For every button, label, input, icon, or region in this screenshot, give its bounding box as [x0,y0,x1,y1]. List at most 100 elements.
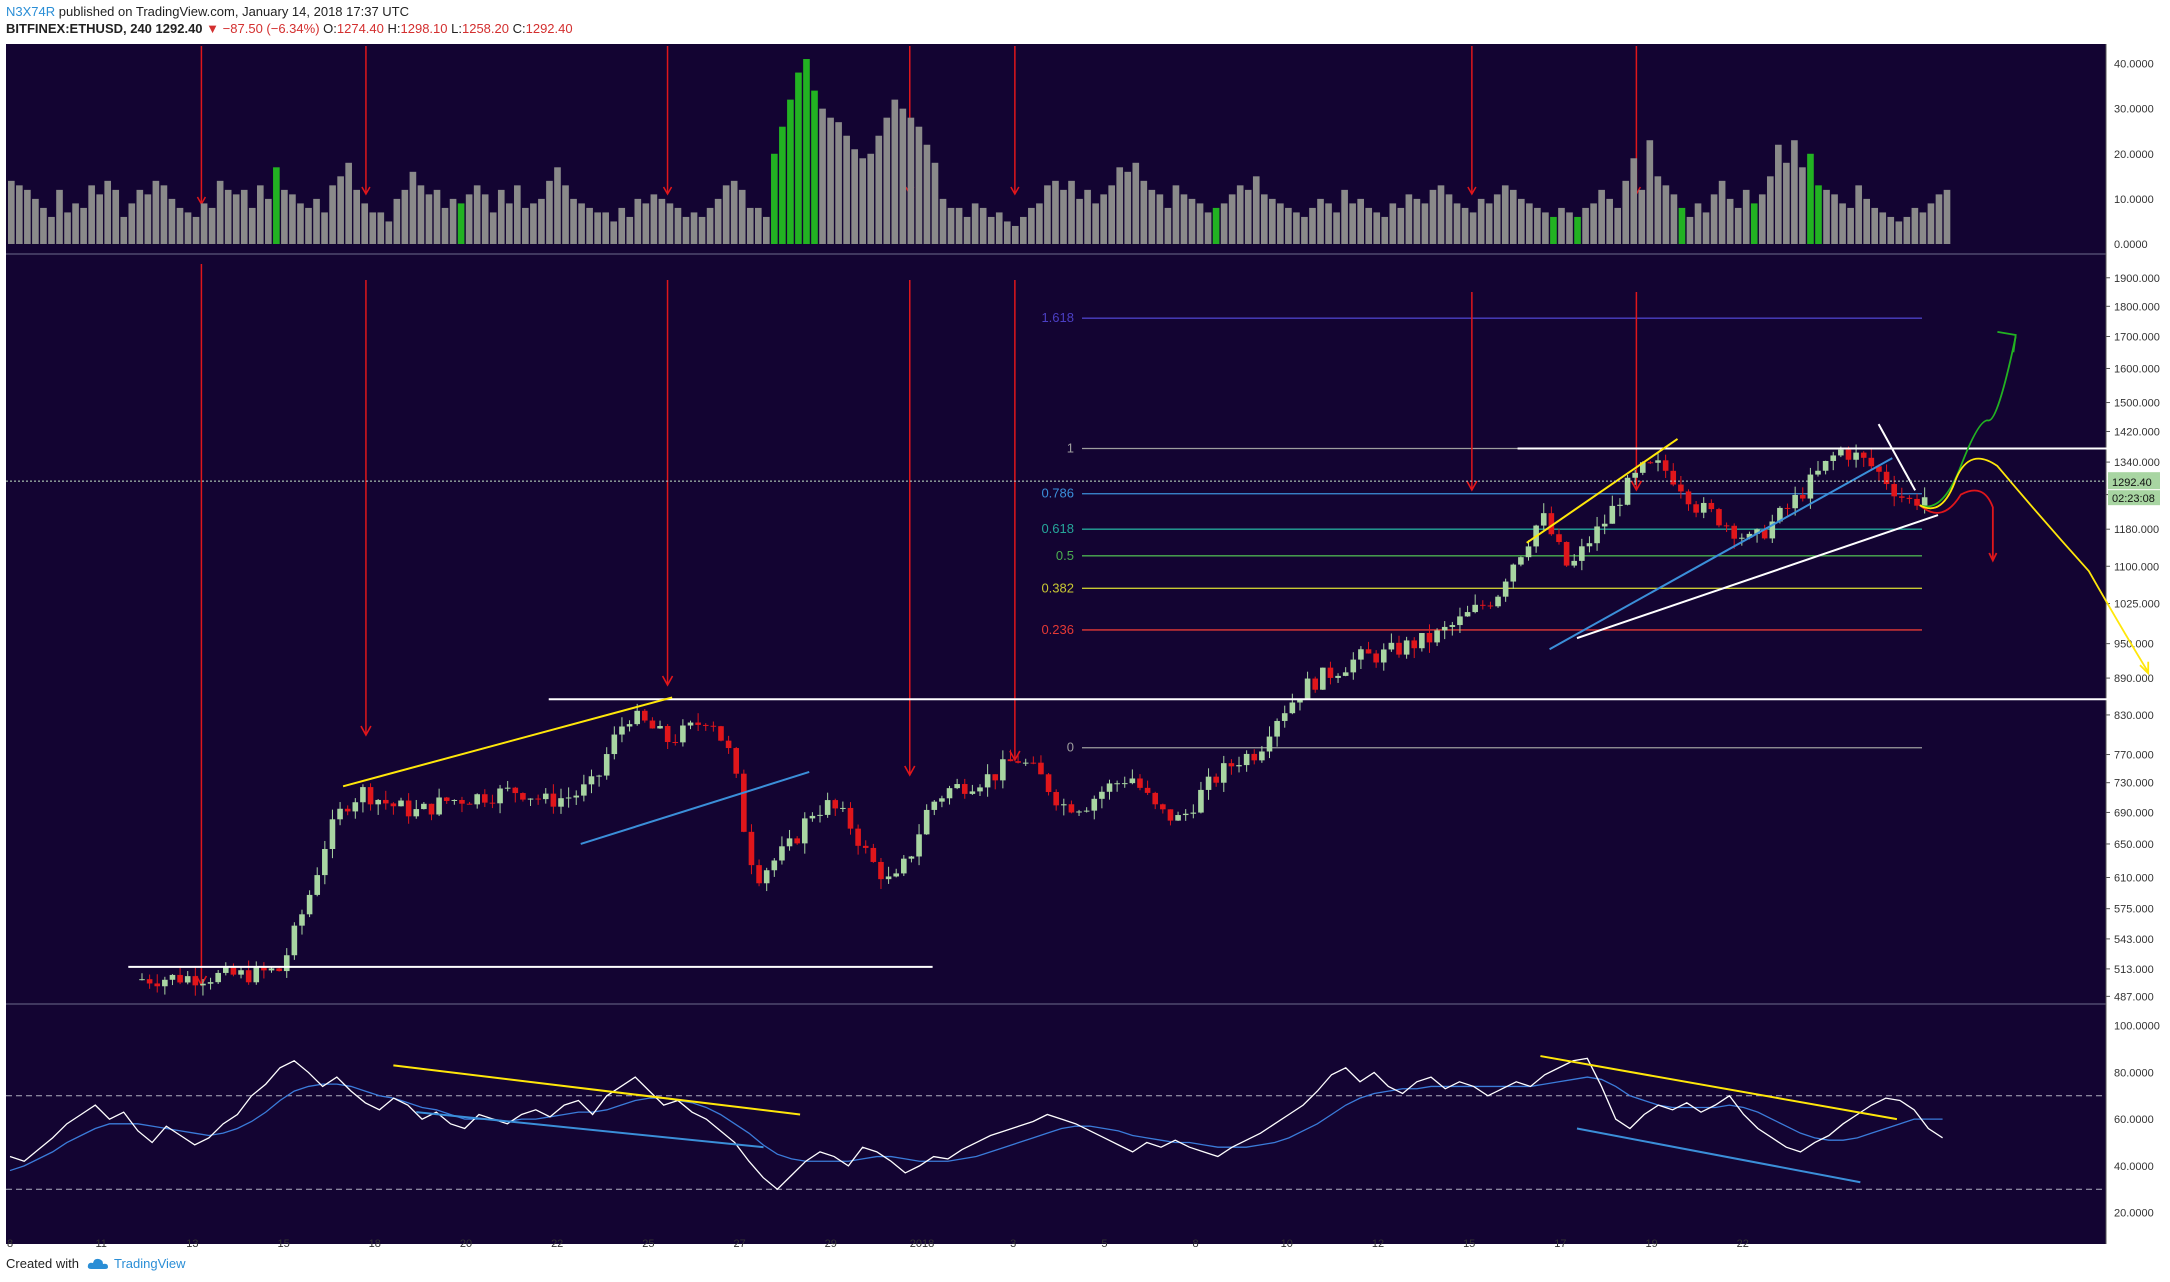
volume-bar [1036,203,1043,244]
volume-bar [738,189,746,244]
volume-bar [1815,185,1822,244]
candle-body [817,814,823,816]
rsi-ma-line [9,1076,1943,1172]
price-tick-label: 1100.000 [2114,561,2159,573]
last-price-tag [2108,472,2160,490]
price-tick-label: 770.000 [2114,750,2154,762]
chart-area[interactable]: 1900.0001800.0001700.0001600.0001500.000… [0,40,2170,1250]
volume-bar [1349,203,1356,244]
volume-bar [795,72,802,244]
x-tick-label: 11 [95,1238,106,1250]
volume-bar [1124,171,1132,244]
volume-bar [1003,221,1011,244]
candle-body [1198,789,1204,813]
volume-bar [963,216,971,244]
volume-bar [875,135,883,244]
volume-bar [915,126,923,244]
price-tick-label: 690.000 [2114,807,2154,819]
candle-body [1480,604,1486,606]
volume-bar [337,176,344,244]
candle-body [223,966,229,973]
x-tick-label: 15 [1463,1238,1475,1250]
candle-body [763,870,770,884]
volume-bar [907,117,915,244]
volume-bar [1702,212,1710,244]
volume-bar [1807,153,1814,244]
x-tick-label: 19 [1645,1238,1657,1250]
volume-bar [1606,198,1613,244]
publish-info: N3X74R published on TradingView.com, Jan… [6,4,409,19]
tradingview-link[interactable]: TradingView [87,1256,186,1271]
volume-bar [1309,207,1316,244]
candle-body [1289,702,1296,714]
candle-body [977,787,983,792]
price-tick-label: 650.000 [2114,839,2154,851]
candle-body [169,974,176,980]
fib-level-label: 0.382 [1041,580,1074,595]
volume-bar [1325,203,1332,244]
candle-body [649,720,656,729]
volume-bar [1847,207,1854,244]
candle-body [1350,659,1357,673]
volume-bar [16,185,23,244]
volume-bar [1750,203,1758,244]
volume-bar [88,185,95,244]
trend-line [1526,438,1679,544]
volume-bar [1445,194,1453,244]
candle-body [1868,457,1875,467]
volume-bar [1558,207,1565,244]
volume-bar [658,198,666,244]
rsi-trend-line [1576,1127,1861,1184]
candle-body [261,966,267,971]
volume-bar [570,198,577,244]
candle-body [1449,625,1456,627]
volume-bar [425,194,433,244]
candle-body [1617,504,1623,506]
volume-bar [184,212,192,244]
candle-body [1205,776,1212,790]
candle-body [466,803,473,805]
rsi-tick-label: 60.0000 [2114,1114,2154,1126]
volume-bar [1718,180,1726,244]
candle-body [1883,471,1890,485]
volume-bar [112,189,120,244]
candle-body [413,809,420,817]
candle-body [1373,653,1379,663]
candle-body [840,807,846,809]
volume-bar [626,216,634,244]
volume-bar [594,212,601,244]
volume-bar [1654,176,1662,244]
candle-body [1441,626,1448,631]
candle-body [1845,449,1852,460]
volume-bar [1646,140,1654,244]
volume-bar [546,180,553,244]
volume-bar [1228,194,1236,244]
volume-bar [240,189,248,244]
volume-bar [867,153,875,244]
candle-body [794,838,800,844]
rsi-tick-label: 80.0000 [2114,1067,2154,1079]
candle-body [1434,630,1440,643]
candle-body [870,847,877,862]
price-tick-label: 487.000 [2114,991,2154,1003]
volume-bar [1630,158,1638,244]
candle-body [1495,596,1501,607]
candle-body [603,754,610,776]
x-tick-label: 22 [1737,1238,1749,1250]
volume-arrow-head [1467,186,1477,196]
candle-body [1358,649,1364,660]
volume-bar [1509,189,1517,244]
candle-body [1731,525,1738,539]
price-tick-label: 950.000 [2114,639,2154,651]
candle-body [1639,462,1646,473]
volume-bar [1020,216,1027,244]
volume-bar [248,207,256,244]
symbol-info: BITFINEX:ETHUSD, 240 1292.40 ▼ −87.50 (−… [6,21,573,36]
candle-body [1594,526,1600,544]
created-with-text: Created with [6,1256,79,1271]
candle-body [847,807,854,829]
candle-body [230,966,237,975]
volume-bar [771,153,778,244]
candle-body [1320,667,1326,690]
author-link[interactable]: N3X74R [6,4,56,19]
